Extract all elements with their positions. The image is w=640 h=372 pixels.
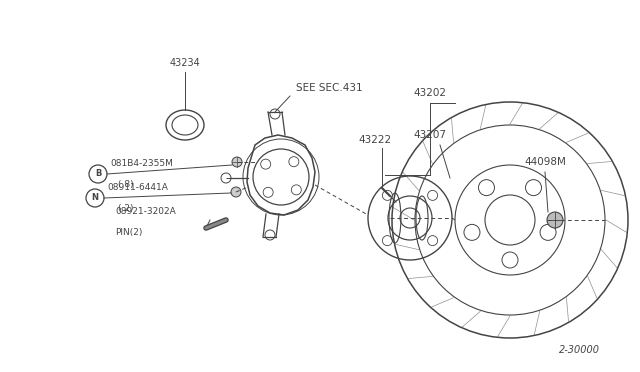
Text: 08921-3202A: 08921-3202A: [115, 207, 176, 216]
Text: 43207: 43207: [413, 130, 447, 140]
Text: 08911-6441A: 08911-6441A: [107, 183, 168, 192]
Text: ( 2): ( 2): [118, 204, 134, 213]
Text: 43234: 43234: [170, 58, 200, 68]
Text: 43202: 43202: [413, 88, 447, 98]
Text: SEE SEC.431: SEE SEC.431: [296, 83, 363, 93]
Circle shape: [232, 157, 242, 167]
Text: 2-30000: 2-30000: [559, 345, 600, 355]
Circle shape: [547, 212, 563, 228]
Text: B: B: [95, 170, 101, 179]
Text: N: N: [92, 193, 99, 202]
Text: 081B4-2355M: 081B4-2355M: [110, 159, 173, 168]
Text: 44098M: 44098M: [524, 157, 566, 167]
Text: 43222: 43222: [358, 135, 392, 145]
Circle shape: [231, 187, 241, 197]
Text: ( 8): ( 8): [118, 180, 134, 189]
Text: PIN(2): PIN(2): [115, 228, 142, 237]
